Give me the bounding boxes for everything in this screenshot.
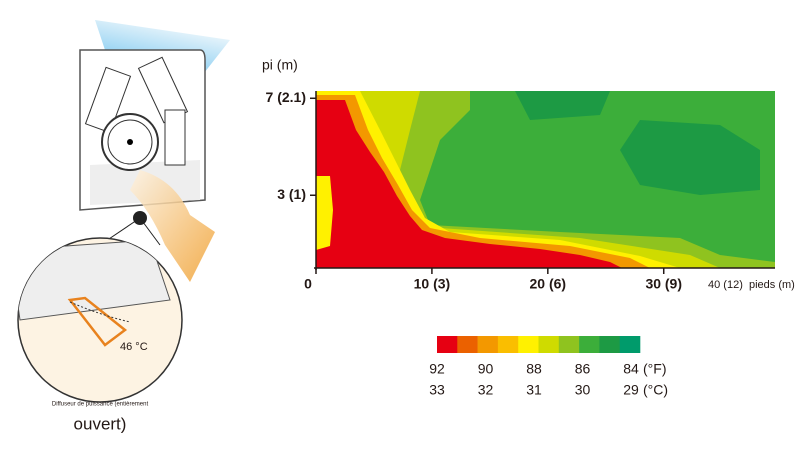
zoom-line bbox=[139, 217, 161, 246]
colorbar-swatch bbox=[457, 336, 478, 353]
colorbar-swatch bbox=[619, 336, 641, 353]
colorbar-swatch bbox=[518, 336, 539, 353]
zoom-dotted bbox=[69, 301, 131, 323]
colorbar-swatch bbox=[538, 336, 560, 353]
warm-air-arrow bbox=[130, 170, 215, 282]
celsius-label: 30 bbox=[575, 382, 591, 398]
y-tick-label: 7 (2.1) bbox=[266, 89, 306, 105]
fahrenheit-label: 84 bbox=[623, 361, 639, 377]
zoom-vane bbox=[67, 296, 128, 347]
vane bbox=[164, 109, 186, 166]
celsius-unit: (°C) bbox=[643, 382, 668, 398]
celsius-label: 33 bbox=[429, 382, 445, 398]
fahrenheit-label: 90 bbox=[478, 361, 494, 377]
colorbar-swatch bbox=[558, 336, 580, 353]
zoom-unit bbox=[18, 239, 171, 321]
contour-region bbox=[620, 120, 760, 195]
fan-hub bbox=[127, 139, 133, 145]
fahrenheit-label: 86 bbox=[575, 361, 591, 377]
x-tick-label: 10 (3) bbox=[414, 276, 451, 292]
fahrenheit-label: 92 bbox=[429, 361, 445, 377]
contour-region bbox=[515, 91, 610, 120]
y-axis-label: pi (m) bbox=[262, 57, 298, 73]
caption-small: Diffuseur de puissance (entièrement bbox=[52, 402, 149, 408]
colorbar-swatch bbox=[579, 336, 600, 353]
x-tick-label: 40 (12) bbox=[708, 279, 743, 291]
x-tick-label: 0 bbox=[304, 276, 312, 292]
fahrenheit-unit: (°F) bbox=[643, 361, 666, 377]
contour-region bbox=[316, 176, 333, 250]
celsius-label: 29 bbox=[623, 382, 639, 398]
colorbar-swatch bbox=[599, 336, 620, 353]
colorbar-swatch bbox=[497, 336, 519, 353]
celsius-label: 31 bbox=[526, 382, 542, 398]
contour-region bbox=[316, 91, 775, 268]
caption: ouvert) bbox=[74, 414, 127, 433]
y-tick-label: 3 (1) bbox=[277, 186, 306, 202]
colorbar-swatch bbox=[437, 336, 458, 353]
celsius-label: 32 bbox=[478, 382, 494, 398]
x-tick-label: 30 (9) bbox=[645, 276, 682, 292]
x-tick-label: 20 (6) bbox=[530, 276, 567, 292]
vane bbox=[84, 66, 132, 134]
temperature-label: 46 °C bbox=[120, 341, 148, 353]
fahrenheit-label: 88 bbox=[526, 361, 542, 377]
colorbar-swatch bbox=[477, 336, 499, 353]
x-axis-label: pieds (m) bbox=[749, 279, 795, 291]
contour-region bbox=[316, 100, 622, 268]
illustration: 46 °C Diffuseur de puissance (entièremen… bbox=[17, 20, 230, 433]
plot-area bbox=[316, 91, 775, 268]
